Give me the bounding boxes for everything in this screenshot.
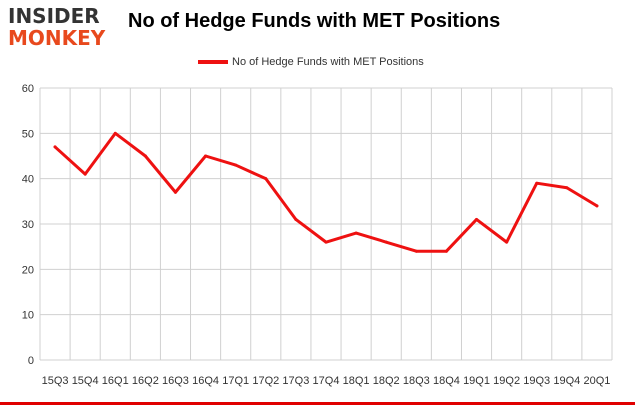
- data-point: [414, 249, 418, 253]
- data-point: [595, 204, 599, 208]
- data-point: [535, 181, 539, 185]
- y-tick-label: 40: [22, 174, 34, 186]
- data-point: [475, 217, 479, 221]
- x-tick-label: 18Q2: [373, 375, 400, 387]
- x-tick-label: 17Q2: [252, 375, 279, 387]
- x-tick-label: 17Q3: [282, 375, 309, 387]
- data-point: [354, 231, 358, 235]
- grid-layer: [39, 87, 613, 361]
- series-layer: [53, 131, 599, 253]
- logo-text-bottom: MONKEY: [8, 26, 106, 50]
- y-tick-label: 0: [28, 355, 34, 367]
- legend-swatch: [198, 60, 228, 64]
- data-point: [83, 172, 87, 176]
- legend: No of Hedge Funds with MET Positions: [198, 54, 424, 70]
- y-tick-label: 60: [22, 83, 34, 95]
- series-line: [53, 131, 599, 253]
- data-point: [173, 190, 177, 194]
- data-point: [53, 145, 57, 149]
- x-tick-label: 17Q4: [313, 375, 340, 387]
- data-point: [113, 131, 117, 135]
- x-tick-label: 19Q4: [553, 375, 580, 387]
- data-point: [444, 249, 448, 253]
- x-tick-label: 17Q1: [222, 375, 249, 387]
- y-tick-label: 50: [22, 128, 34, 140]
- x-tick-label: 18Q3: [403, 375, 430, 387]
- chart-title: No of Hedge Funds with MET Positions: [128, 10, 501, 32]
- x-tick-label: 15Q3: [42, 375, 69, 387]
- x-tick-label: 20Q1: [583, 375, 610, 387]
- x-tick-label: 16Q3: [162, 375, 189, 387]
- insider-monkey-logo: INSIDER MONKEY: [8, 4, 118, 50]
- data-point: [324, 240, 328, 244]
- legend-label: No of Hedge Funds with MET Positions: [232, 56, 424, 68]
- y-tick-label: 20: [22, 264, 34, 276]
- data-point: [143, 154, 147, 158]
- x-tick-label: 18Q1: [343, 375, 370, 387]
- data-point: [294, 217, 298, 221]
- x-tick-label: 16Q2: [132, 375, 159, 387]
- data-point: [204, 154, 208, 158]
- y-tick-label: 30: [22, 219, 34, 231]
- x-tick-label: 16Q1: [102, 375, 129, 387]
- x-tick-label: 19Q3: [523, 375, 550, 387]
- data-point: [234, 163, 238, 167]
- x-tick-label: 19Q2: [493, 375, 520, 387]
- y-tick-label: 10: [22, 310, 34, 322]
- x-tick-label: 16Q4: [192, 375, 219, 387]
- x-tick-label: 19Q1: [463, 375, 490, 387]
- data-point: [384, 240, 388, 244]
- logo-text-top: INSIDER: [8, 4, 100, 28]
- x-tick-label: 18Q4: [433, 375, 460, 387]
- x-tick-label: 15Q4: [72, 375, 99, 387]
- data-point: [565, 186, 569, 190]
- data-point: [505, 240, 509, 244]
- data-point: [264, 177, 268, 181]
